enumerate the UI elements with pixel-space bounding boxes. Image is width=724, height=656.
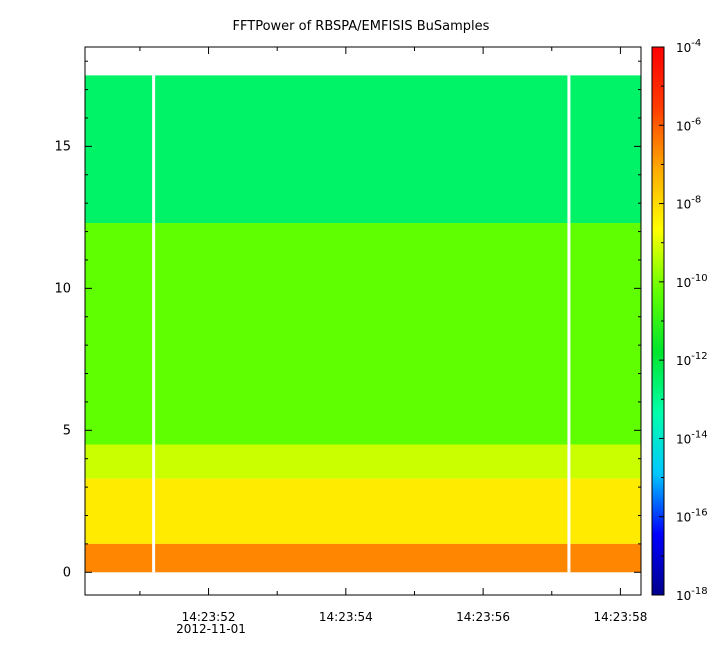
data-gap-line [567, 75, 571, 573]
spectrogram-band [85, 444, 641, 479]
colorbar-tick-label: 10-10 [676, 273, 708, 290]
x-tick-label: 14:23:52 [182, 610, 236, 624]
x-date-label: 2012-11-01 [176, 622, 246, 636]
data-gap-line [152, 75, 156, 573]
colorbar-tick-label: 10-8 [676, 195, 701, 212]
y-tick-label: 5 [63, 423, 71, 438]
plot-frame [84, 46, 642, 596]
colorbar-tick-label: 10-6 [676, 116, 701, 133]
spectrogram-band [85, 223, 641, 445]
chart-title: FFTPower of RBSPA/EMFISIS BuSamples [233, 19, 490, 34]
x-tick-label: 14:23:56 [456, 610, 510, 624]
colorbar-tick-label: 10-14 [676, 429, 708, 446]
x-tick-label: 14:23:58 [593, 610, 647, 624]
colorbar-tick-label: 10-4 [676, 38, 701, 55]
colorbar-tick-label: 10-12 [676, 351, 708, 368]
y-axis: 0 5 10 15 [54, 60, 641, 580]
x-tick-label: 14:23:54 [319, 610, 373, 624]
colorbar-tick-label: 10-18 [676, 586, 708, 603]
spectrogram-image [85, 75, 641, 573]
y-tick-label: 10 [54, 281, 71, 296]
x-axis: 14:23:52 14:23:54 14:23:56 14:23:58 [139, 47, 647, 624]
spectrogram-band [85, 75, 641, 224]
y-tick-label: 0 [63, 565, 71, 580]
y-tick-label: 15 [54, 139, 71, 154]
spectrogram-band [85, 478, 641, 544]
spectrogram-band [85, 543, 641, 573]
colorbar-tick-label: 10-16 [676, 508, 708, 525]
data-gaps [152, 75, 571, 573]
colorbar-axis: 10-4 10-6 10-8 10-10 10-12 10-14 10-16 10-18 [659, 38, 708, 603]
